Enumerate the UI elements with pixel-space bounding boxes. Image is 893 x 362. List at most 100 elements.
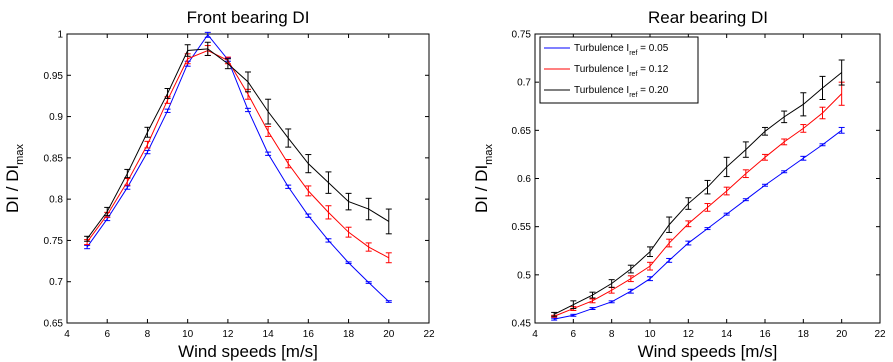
rear-xtick-label: 14 [721, 329, 733, 340]
front-series-2-errorbar [164, 87, 171, 99]
rear-series-0-errorbar [723, 212, 730, 216]
rear-xtick-label: 18 [798, 329, 810, 340]
rear-series-0-errorbar [762, 183, 768, 187]
rear-series-0-errorbar [819, 143, 826, 147]
rear-series-1-errorbar [742, 169, 749, 179]
rear-series-2-errorbar [819, 75, 826, 101]
rear-chart: 4 6 8 10 12 14 16 18 20 22 0.45 0.5 0.55 0.6 0.65 0.7 0.… [472, 8, 886, 361]
front-ytick-label: 0.65 [44, 319, 64, 330]
front-series-0-errorbar [365, 281, 372, 284]
front-series-1-errorbar [385, 252, 392, 264]
front-series-2-errorbar [124, 168, 131, 179]
front-ytick-label: 0.95 [44, 71, 64, 82]
front-series-1-errorbar [345, 226, 352, 238]
front-y-axis-label: DI / DImax [3, 144, 26, 213]
y-axis-label-main: DI / DI [3, 165, 22, 213]
front-series-1-line [86, 49, 390, 259]
front-series-0-line [86, 33, 390, 302]
front-ytick-label: 0.9 [49, 112, 63, 123]
front-series-2-errorbar [245, 71, 251, 93]
rear-series-2-errorbar [627, 264, 634, 274]
front-series-2-errorbar [204, 41, 211, 56]
rear-series-0-errorbar [704, 227, 711, 231]
rear-series-1-errorbar [685, 220, 692, 228]
legend-entry-sub: ref [629, 71, 637, 78]
rear-xtick-label: 12 [683, 329, 695, 340]
rear-ytick-label: 0.6 [517, 174, 531, 185]
front-chart-title: Front bearing DI [187, 8, 310, 27]
front-series-1-errorbar [265, 125, 272, 137]
rear-series-0-errorbar [608, 300, 615, 304]
front-series-0-errorbar [265, 151, 272, 156]
front-xtick-label: 4 [64, 329, 70, 340]
front-series-2-errorbar [104, 206, 111, 217]
legend-entry-name: Turbulence I [574, 43, 629, 54]
front-chart: 4 6 8 10 12 14 16 18 20 22 0.65 0.7 0.75 0.8 0.85 0.9 0.… [3, 8, 435, 361]
rear-series-1-errorbar [647, 261, 653, 271]
rear-ytick-label: 0.55 [512, 222, 532, 233]
legend-entry-name: Turbulence I [574, 64, 629, 75]
front-series-0-errorbar [164, 108, 171, 113]
rear-series-0-errorbar [570, 313, 577, 317]
front-series-2-errorbar [305, 154, 312, 174]
rear-series-2-errorbar [608, 279, 615, 288]
y-axis-label-sub: max [483, 144, 495, 165]
rear-series-2 [551, 59, 845, 317]
front-series-1-errorbar [144, 140, 151, 149]
front-series-0-errorbar [305, 213, 312, 218]
front-series-2-errorbar [345, 192, 352, 211]
front-xtick-label: 20 [383, 329, 395, 340]
rear-ytick-label: 0.45 [512, 319, 532, 330]
front-xtick-label: 16 [303, 329, 315, 340]
front-series-1-errorbar [365, 242, 372, 252]
rear-series-2-errorbar [647, 246, 653, 258]
rear-series-1-errorbar [627, 275, 634, 283]
rear-series-2-errorbar [685, 197, 692, 210]
rear-series-0-errorbar [742, 198, 749, 202]
front-series-2-errorbar [224, 58, 231, 70]
rear-series-1-errorbar [762, 153, 768, 161]
rear-series-0 [551, 126, 845, 321]
rear-series-1-line [553, 93, 843, 317]
front-x-axis-label: Wind speeds [m/s] [178, 342, 318, 361]
rear-series-0-errorbar [685, 240, 692, 246]
rear-series-2-errorbar [800, 92, 807, 117]
y-axis-label-sub: max [14, 144, 26, 165]
rear-series-1-errorbar [723, 186, 730, 196]
rear-series-0-errorbar [781, 170, 788, 174]
rear-xtick-label: 10 [644, 329, 656, 340]
legend-entry-value: = 0.05 [637, 43, 668, 54]
legend-entry-0: Turbulence Iref = 0.05 [574, 43, 669, 57]
rear-series-0-errorbar [666, 257, 673, 263]
front-series-0-errorbar [385, 300, 392, 303]
legend-entry-2: Turbulence Iref = 0.20 [574, 85, 669, 99]
front-series-2-line [86, 48, 390, 240]
rear-chart-title: Rear bearing DI [648, 8, 768, 27]
rear-ytick-label: 0.7 [517, 78, 531, 89]
front-series-2-errorbar [385, 208, 392, 235]
front-series-0-errorbar [345, 261, 352, 265]
rear-series-1-errorbar [800, 124, 807, 133]
rear-ytick-label: 0.5 [517, 270, 531, 281]
rear-series-0-errorbar [551, 317, 558, 321]
rear-xtick-label: 4 [532, 329, 538, 340]
front-series-0-errorbar [84, 244, 91, 250]
rear-y-axis-label: DI / DImax [472, 144, 495, 213]
rear-series-0-errorbar [647, 276, 653, 282]
front-ytick-label: 0.7 [49, 277, 63, 288]
rear-xtick-label: 22 [874, 329, 886, 340]
front-series-2-errorbar [285, 128, 292, 148]
y-axis-label-main: DI / DI [472, 165, 491, 213]
rear-series-0-errorbar [838, 126, 845, 134]
front-series-0-errorbar [325, 238, 332, 243]
rear-series-2-errorbar [742, 141, 749, 158]
front-series-2-errorbar [184, 44, 191, 57]
rear-x-axis-label: Wind speeds [m/s] [638, 342, 778, 361]
rear-series-1-errorbar [704, 203, 711, 212]
rear-series-2-errorbar [781, 110, 788, 124]
front-series-2-errorbar [365, 197, 372, 221]
rear-series-1-errorbar [781, 138, 788, 146]
rear-series-2-errorbar [762, 126, 768, 136]
front-ytick-label: 1 [57, 30, 63, 41]
rear-series-0-errorbar [800, 155, 807, 161]
